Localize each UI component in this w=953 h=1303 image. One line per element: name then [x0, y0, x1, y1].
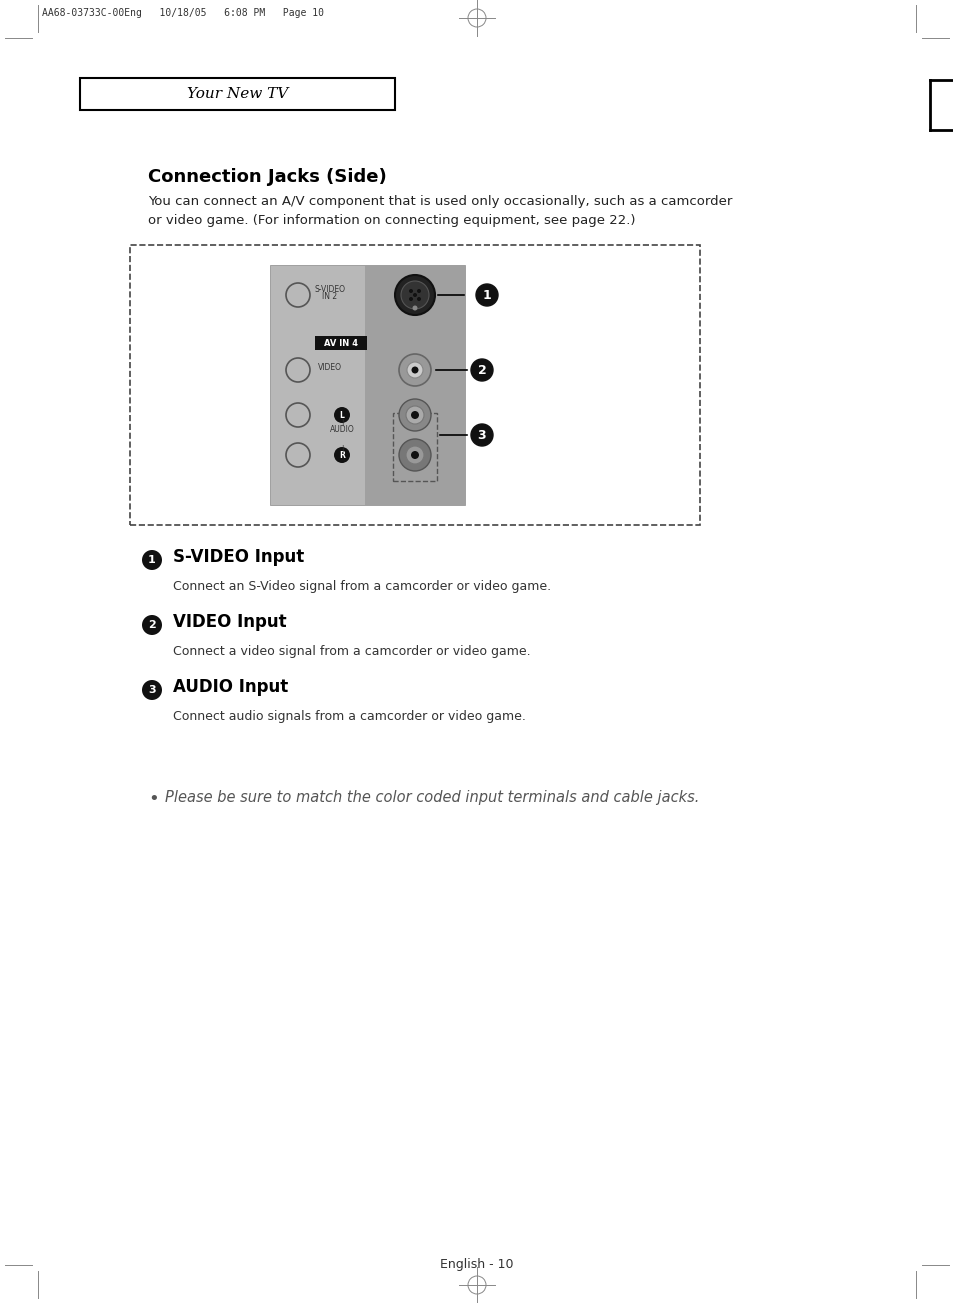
Bar	[393, 413, 436, 481]
Circle shape	[471, 360, 493, 380]
Circle shape	[416, 297, 420, 301]
Circle shape	[142, 550, 162, 569]
Text: 1: 1	[482, 288, 491, 301]
Text: R: R	[338, 451, 345, 460]
Text: AUDIO Input: AUDIO Input	[172, 678, 288, 696]
Circle shape	[406, 446, 423, 464]
Text: You can connect an A/V component that is used only occasionally, such as a camco: You can connect an A/V component that is…	[148, 195, 732, 227]
Circle shape	[334, 447, 350, 463]
Circle shape	[400, 281, 429, 309]
Text: •: •	[148, 790, 158, 808]
Text: 2: 2	[148, 620, 155, 629]
Text: |: |	[340, 418, 343, 426]
Circle shape	[411, 451, 418, 459]
Text: VIDEO: VIDEO	[317, 362, 341, 371]
Circle shape	[334, 407, 350, 423]
Circle shape	[142, 615, 162, 635]
FancyBboxPatch shape	[80, 78, 395, 109]
Text: English - 10: English - 10	[439, 1257, 514, 1270]
Circle shape	[411, 366, 418, 374]
Bar	[270, 265, 464, 506]
Circle shape	[398, 354, 431, 386]
Bar	[130, 245, 700, 525]
Bar	[314, 336, 367, 351]
Circle shape	[471, 423, 493, 446]
Circle shape	[409, 297, 413, 301]
Circle shape	[411, 410, 418, 420]
Text: VIDEO Input: VIDEO Input	[172, 612, 286, 631]
Circle shape	[416, 289, 420, 293]
Text: 1: 1	[148, 555, 155, 566]
Text: Connect a video signal from a camcorder or video game.: Connect a video signal from a camcorder …	[172, 645, 530, 658]
Text: 2: 2	[477, 364, 486, 377]
Circle shape	[409, 289, 413, 293]
Text: S-VIDEO: S-VIDEO	[314, 285, 345, 294]
Text: Connect audio signals from a camcorder or video game.: Connect audio signals from a camcorder o…	[172, 710, 525, 723]
Text: 3: 3	[477, 429, 486, 442]
Bar	[365, 265, 464, 506]
Text: L: L	[339, 410, 344, 420]
Text: |: |	[340, 444, 343, 452]
Text: Connection Jacks (Side): Connection Jacks (Side)	[148, 168, 386, 186]
Text: Please be sure to match the color coded input terminals and cable jacks.: Please be sure to match the color coded …	[165, 790, 699, 805]
Circle shape	[413, 293, 416, 297]
Circle shape	[476, 284, 497, 306]
Text: AV IN 4: AV IN 4	[324, 339, 357, 348]
Text: 3: 3	[148, 685, 155, 694]
Circle shape	[398, 439, 431, 470]
Circle shape	[406, 407, 423, 423]
Text: AA68-03733C-00Eng   10/18/05   6:08 PM   Page 10: AA68-03733C-00Eng 10/18/05 6:08 PM Page …	[42, 8, 324, 18]
Text: S-VIDEO Input: S-VIDEO Input	[172, 549, 304, 566]
Circle shape	[412, 305, 417, 310]
Text: IN 2: IN 2	[322, 292, 337, 301]
Circle shape	[398, 399, 431, 431]
Text: AUDIO: AUDIO	[330, 425, 354, 434]
Text: Connect an S-Video signal from a camcorder or video game.: Connect an S-Video signal from a camcord…	[172, 580, 551, 593]
Circle shape	[142, 680, 162, 700]
Circle shape	[395, 275, 435, 315]
Circle shape	[407, 362, 422, 378]
Text: Your New TV: Your New TV	[187, 87, 288, 102]
